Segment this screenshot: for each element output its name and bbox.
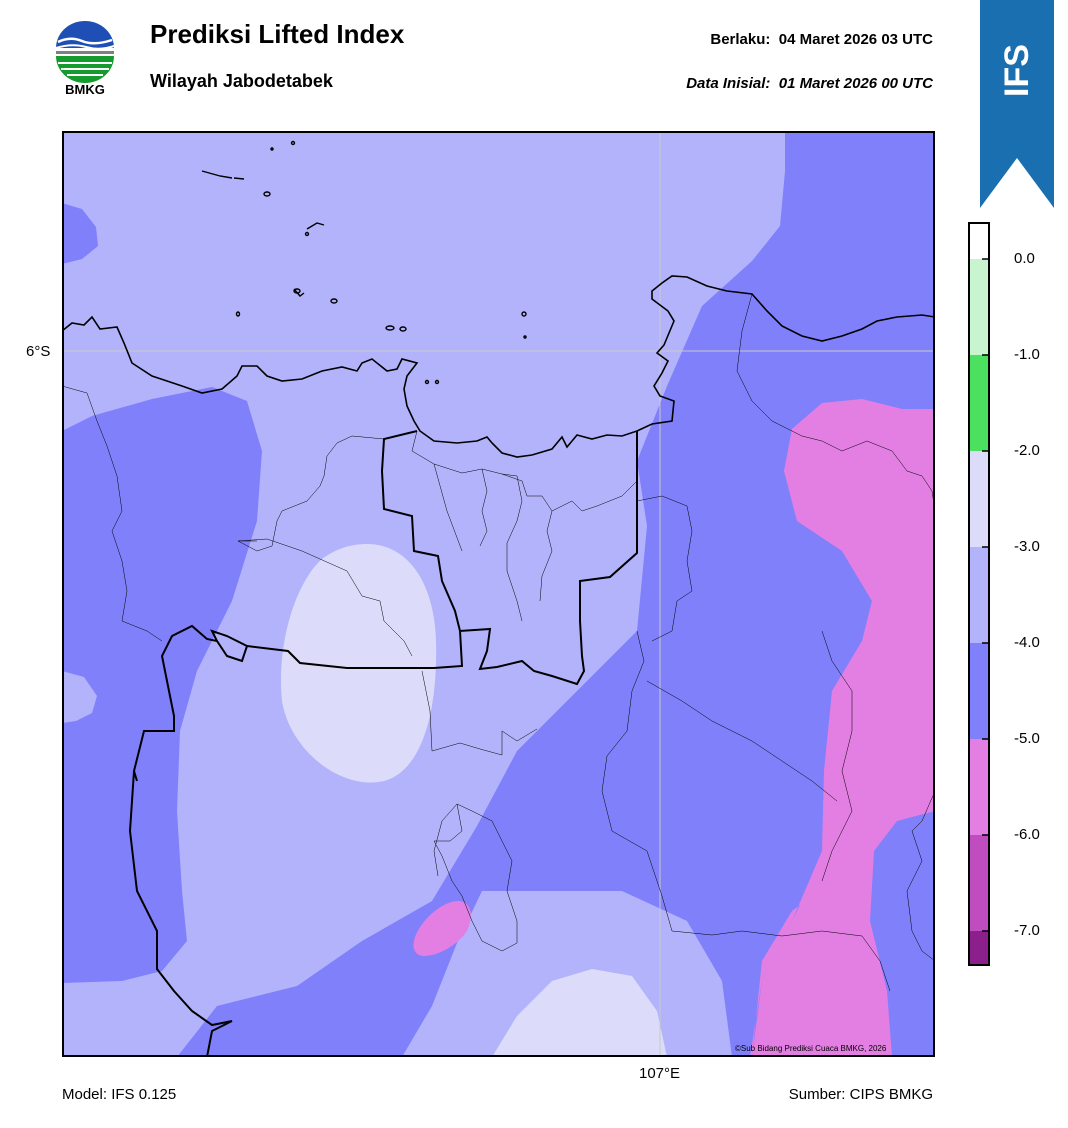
contour-band-4-5-west [62, 387, 262, 983]
logo-text: BMKG [65, 82, 105, 97]
page-subtitle: Wilayah Jabodetabek [150, 71, 333, 91]
init-value: 01 Maret 2026 00 UTC [778, 75, 933, 92]
thousand-islands [201, 140, 527, 385]
colorbar-segment [970, 643, 988, 739]
valid-time: Berlaku: 04 Maret 2026 03 UTC [710, 31, 933, 48]
colorbar-tick-label: -2.0 [1014, 442, 1040, 459]
contour-band-3-4-pocket [62, 671, 97, 723]
latitude-label: 6°S [26, 343, 51, 360]
contour-band-5-6-blob [413, 901, 471, 956]
regency-borders [62, 293, 935, 992]
colorbar-segment [970, 451, 988, 547]
source-info: Sumber: CIPS BMKG [788, 1086, 933, 1103]
colorbar-segment [970, 224, 988, 259]
contour-band-4-5 [177, 131, 935, 1057]
valid-value: 04 Maret 2026 03 UTC [778, 31, 933, 48]
model-info: Model: IFS 0.125 [62, 1086, 177, 1103]
model-ribbon: IFS [980, 0, 1054, 210]
contour-band-4-5-pocket-se [870, 811, 935, 1057]
colorbar-segment [970, 547, 988, 643]
colorbar-tick-label: -1.0 [1014, 346, 1040, 363]
page-title: Prediksi Lifted Index [150, 19, 405, 49]
coastline [62, 275, 935, 458]
bmkg-emblem-icon [55, 21, 115, 83]
colorbar: 0.0 -1.0 -2.0 -3.0 -4.0 -5.0 -6.0 -7.0 [968, 222, 1068, 968]
valid-label: Berlaku: [710, 31, 771, 48]
colorbar-tick-label: -3.0 [1014, 538, 1040, 555]
colorbar-tick-label: -7.0 [1014, 922, 1040, 939]
forecast-map [62, 131, 935, 1057]
contour-band-5-6-bottom [752, 831, 890, 1057]
init-time: Data Inisial: 01 Maret 2026 00 UTC [686, 75, 933, 92]
colorbar-tick-label: -6.0 [1014, 826, 1040, 843]
map-frame [62, 131, 935, 1057]
colorbar-tick-label: -5.0 [1014, 730, 1040, 747]
colorbar-segment [970, 259, 988, 355]
province-border [128, 430, 638, 1057]
longitude-label: 107°E [639, 1065, 681, 1082]
colorbar-segment [970, 835, 988, 931]
colorbar-tick-label: 0.0 [1014, 250, 1035, 267]
colorbar-segment [970, 931, 988, 964]
contour-band-2-3 [280, 544, 437, 783]
init-label: Data Inisial: [686, 75, 771, 92]
copyright-text: ©Sub Bidang Prediksi Cuaca BMKG, 2026 [735, 1044, 887, 1053]
colorbar-tick-label: -4.0 [1014, 634, 1040, 651]
colorbar-segment [970, 355, 988, 451]
bmkg-logo: BMKG [50, 18, 120, 104]
colorbar-segment [970, 739, 988, 835]
contour-band-2-3-south [492, 969, 667, 1057]
ribbon-text: IFS [997, 43, 1036, 97]
contour-band-4-5-nw [62, 203, 98, 264]
